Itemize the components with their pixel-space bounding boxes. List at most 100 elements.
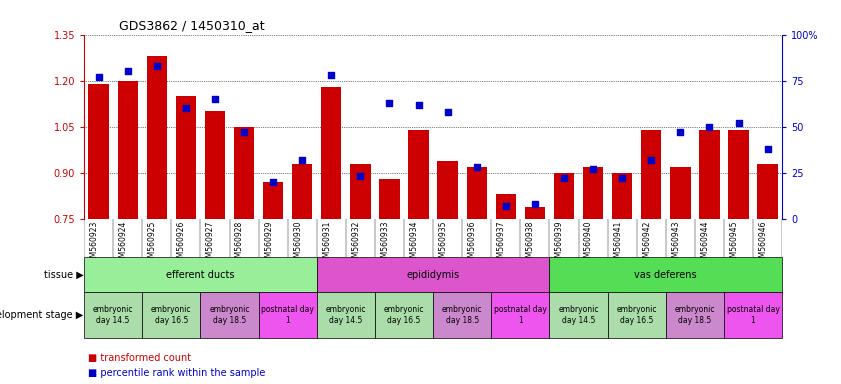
Point [558,175,571,181]
Point [703,124,717,130]
Text: GDS3862 / 1450310_at: GDS3862 / 1450310_at [119,19,265,32]
Text: development stage ▶: development stage ▶ [0,310,83,320]
Text: embryonic
day 16.5: embryonic day 16.5 [151,305,192,324]
Point [441,109,454,115]
Bar [205,111,225,219]
Bar [292,164,312,219]
Point [354,174,368,180]
Text: postnatal day
1: postnatal day 1 [727,305,780,324]
Bar [234,127,254,219]
Bar [200,292,259,338]
Text: embryonic
day 18.5: embryonic day 18.5 [674,305,715,324]
Text: epididymis: epididymis [406,270,460,280]
Bar [176,96,196,219]
Point [383,100,396,106]
Text: embryonic
day 18.5: embryonic day 18.5 [209,305,250,324]
Point [237,129,251,135]
Bar [259,292,317,338]
Bar [670,167,690,219]
Bar [142,292,200,338]
Point [732,120,745,126]
Text: embryonic
day 16.5: embryonic day 16.5 [616,305,657,324]
Bar [612,173,632,219]
Text: GSM560940: GSM560940 [584,221,593,267]
Point [325,72,338,78]
Text: postnatal day
1: postnatal day 1 [494,305,547,324]
Bar [409,130,429,219]
Text: ■ percentile rank within the sample: ■ percentile rank within the sample [88,368,266,378]
Text: GSM560938: GSM560938 [526,221,535,267]
Text: GSM560923: GSM560923 [90,221,98,267]
Bar [554,173,574,219]
Text: GSM560941: GSM560941 [613,221,622,267]
Bar [724,292,782,338]
Point [499,203,512,209]
Bar [84,257,317,292]
Text: GSM560925: GSM560925 [148,221,156,267]
Bar [317,292,375,338]
Bar [495,194,516,219]
Bar [375,292,433,338]
Point [412,101,426,108]
Bar [321,87,341,219]
Bar [88,84,108,219]
Text: GSM560928: GSM560928 [235,221,244,267]
Text: GSM560931: GSM560931 [322,221,331,267]
Bar [350,164,371,219]
Bar [607,292,666,338]
Bar [437,161,458,219]
Text: embryonic
day 18.5: embryonic day 18.5 [442,305,483,324]
Point [209,96,222,102]
Point [295,157,309,163]
Bar [379,179,399,219]
Bar [583,167,603,219]
Text: GSM560933: GSM560933 [380,221,389,267]
Bar [549,292,607,338]
Text: GSM560936: GSM560936 [468,221,477,267]
Point [644,157,658,163]
Point [470,164,484,170]
Point [179,105,193,111]
Point [150,63,163,69]
Text: GSM560945: GSM560945 [729,221,738,267]
Bar [84,292,142,338]
Text: embryonic
day 14.5: embryonic day 14.5 [558,305,599,324]
Point [616,175,629,181]
Bar [317,257,549,292]
Text: embryonic
day 16.5: embryonic day 16.5 [383,305,424,324]
Bar [433,292,491,338]
Text: GSM560943: GSM560943 [671,221,680,267]
Point [92,74,105,80]
Point [121,68,135,74]
Text: GSM560942: GSM560942 [643,221,651,267]
Text: tissue ▶: tissue ▶ [44,270,83,280]
Text: GSM560924: GSM560924 [119,221,128,267]
Bar [525,207,545,219]
Bar [666,292,724,338]
Text: GSM560934: GSM560934 [410,221,419,267]
Point [267,179,280,185]
Point [761,146,775,152]
Text: embryonic
day 14.5: embryonic day 14.5 [325,305,366,324]
Text: GSM560927: GSM560927 [206,221,215,267]
Bar [467,167,487,219]
Bar [699,130,720,219]
Text: GSM560929: GSM560929 [264,221,273,267]
Text: embryonic
day 14.5: embryonic day 14.5 [93,305,134,324]
Text: GSM560926: GSM560926 [177,221,186,267]
Text: GSM560939: GSM560939 [555,221,564,267]
Bar [263,182,283,219]
Text: GSM560946: GSM560946 [759,221,768,267]
Point [674,129,687,135]
Text: GSM560944: GSM560944 [701,221,710,267]
Text: GSM560932: GSM560932 [352,221,361,267]
Text: GSM560930: GSM560930 [294,221,302,267]
Text: efferent ducts: efferent ducts [167,270,235,280]
Bar [118,81,138,219]
Bar [758,164,778,219]
Bar [549,257,782,292]
Point [586,166,600,172]
Text: GSM560935: GSM560935 [439,221,447,267]
Text: postnatal day
1: postnatal day 1 [262,305,315,324]
Text: GSM560937: GSM560937 [497,221,505,267]
